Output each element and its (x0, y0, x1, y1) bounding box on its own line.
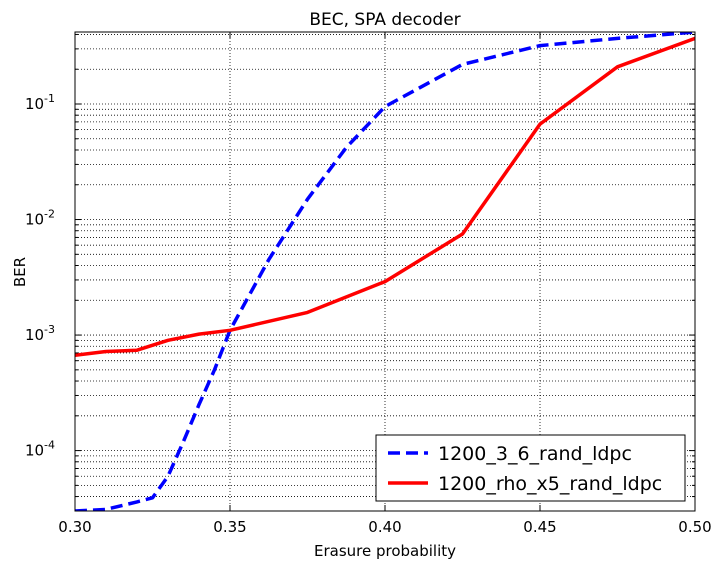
y-tick-label: 10-1 (25, 92, 55, 113)
series-line-2 (75, 36, 695, 357)
legend: 1200_3_6_rand_ldpc 1200_rho_x5_rand_ldpc (375, 434, 686, 502)
x-axis-label: Erasure probability (314, 542, 456, 560)
legend-label-1: 1200_3_6_rand_ldpc (438, 443, 632, 465)
y-tick-label: 10-4 (25, 439, 55, 460)
series-lines (75, 32, 695, 511)
x-tick-label: 0.40 (368, 518, 401, 536)
legend-label-2: 1200_rho_x5_rand_ldpc (438, 473, 662, 495)
legend-box (375, 434, 686, 502)
x-tick-label: 0.50 (678, 518, 711, 536)
x-tick-label: 0.45 (523, 518, 556, 536)
x-tick-label: 0.30 (58, 518, 91, 536)
y-tick-label: 10-3 (25, 323, 55, 344)
y-axis-label: BER (11, 257, 29, 287)
series-line-1 (75, 32, 695, 511)
x-tick-label: 0.35 (213, 518, 246, 536)
axis-ticks: 0.30 0.35 0.40 0.45 0.50 10-4 10-3 10-2 10-1 (25, 32, 712, 536)
chart-title: BEC, SPA decoder (309, 10, 460, 30)
y-tick-label: 10-2 (25, 208, 55, 229)
